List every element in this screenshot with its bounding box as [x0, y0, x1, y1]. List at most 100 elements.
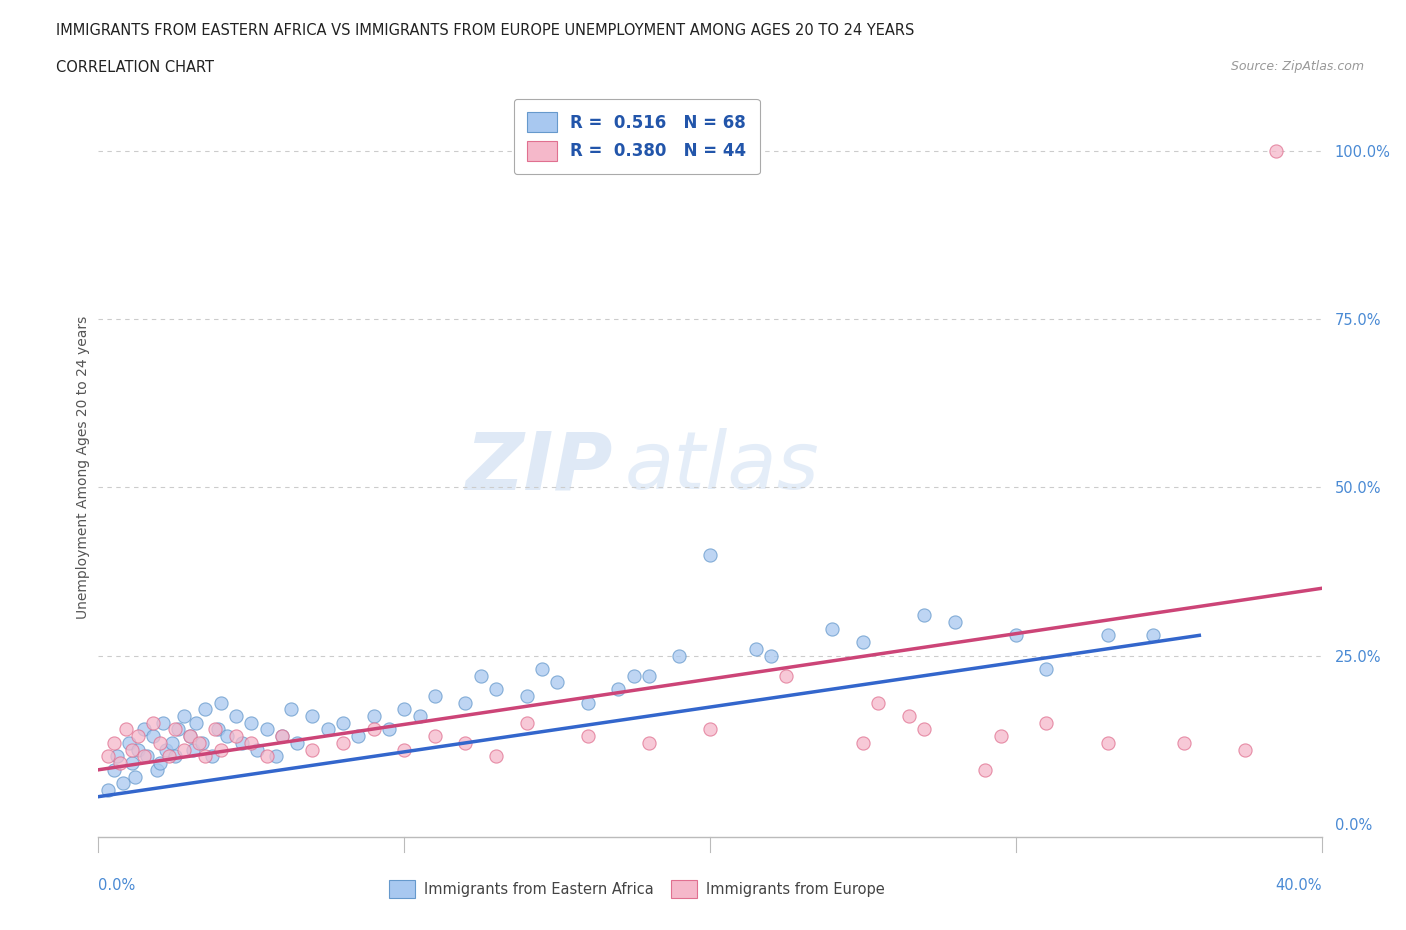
Text: 0.0%: 0.0% [98, 878, 135, 893]
Point [191, 736, 214, 751]
Point [485, 682, 508, 697]
Point [115, 722, 138, 737]
Point [990, 729, 1012, 744]
Point [134, 722, 156, 737]
Point [145, 763, 167, 777]
Point [821, 621, 844, 636]
Point [194, 749, 217, 764]
Point [392, 742, 416, 757]
Point [897, 709, 920, 724]
Point [200, 749, 222, 764]
Text: Source: ZipAtlas.com: Source: ZipAtlas.com [1230, 60, 1364, 73]
Point [347, 729, 370, 744]
Point [149, 755, 172, 770]
Point [194, 702, 217, 717]
Point [546, 675, 568, 690]
Point [392, 702, 416, 717]
Point [231, 736, 253, 751]
Point [316, 722, 339, 737]
Point [637, 736, 661, 751]
Point [160, 736, 183, 751]
Point [186, 715, 208, 730]
Point [576, 729, 599, 744]
Point [256, 749, 278, 764]
Point [127, 729, 149, 744]
Point [1035, 661, 1057, 676]
Point [97, 749, 120, 764]
Point [1035, 715, 1057, 730]
Point [246, 742, 269, 757]
Point [301, 742, 323, 757]
Point [1173, 736, 1195, 751]
Point [761, 648, 783, 663]
Point [181, 742, 204, 757]
Point [209, 695, 232, 710]
Point [775, 669, 797, 684]
Text: atlas: atlas [624, 429, 820, 506]
Point [668, 648, 690, 663]
Point [121, 742, 143, 757]
Text: CORRELATION CHART: CORRELATION CHART [56, 60, 214, 75]
Point [124, 769, 146, 784]
Point [173, 742, 195, 757]
Point [485, 749, 508, 764]
Point [167, 722, 190, 737]
Point [215, 729, 238, 744]
Point [1097, 628, 1119, 643]
Point [285, 736, 308, 751]
Point [134, 749, 156, 764]
Point [149, 736, 172, 751]
Point [1097, 736, 1119, 751]
Point [209, 742, 232, 757]
Point [256, 722, 278, 737]
Point [912, 722, 935, 737]
Point [454, 736, 477, 751]
Point [280, 702, 302, 717]
Point [623, 669, 645, 684]
Point [225, 729, 247, 744]
Point [1264, 144, 1286, 159]
Point [1004, 628, 1026, 643]
Point [270, 729, 294, 744]
Point [363, 722, 385, 737]
Point [943, 615, 966, 630]
Text: ZIP: ZIP [465, 429, 612, 506]
Point [108, 755, 131, 770]
Point [1142, 628, 1164, 643]
Point [301, 709, 323, 724]
Point [121, 755, 143, 770]
Point [852, 736, 875, 751]
Point [127, 742, 149, 757]
Point [142, 715, 165, 730]
Point [157, 749, 180, 764]
Point [699, 547, 721, 562]
Point [516, 688, 538, 703]
Point [576, 695, 599, 710]
Point [97, 782, 120, 797]
Point [207, 722, 229, 737]
Point [225, 709, 247, 724]
Point [378, 722, 401, 737]
Point [868, 695, 890, 710]
Point [179, 729, 201, 744]
Point [699, 722, 721, 737]
Point [118, 736, 141, 751]
Point [111, 776, 134, 790]
Y-axis label: Unemployment Among Ages 20 to 24 years: Unemployment Among Ages 20 to 24 years [76, 315, 90, 619]
Point [240, 715, 263, 730]
Legend: Immigrants from Eastern Africa, Immigrants from Europe: Immigrants from Eastern Africa, Immigran… [382, 874, 890, 904]
Point [152, 715, 174, 730]
Point [240, 736, 263, 751]
Point [745, 642, 768, 657]
Point [163, 749, 186, 764]
Point [530, 661, 553, 676]
Point [607, 682, 630, 697]
Text: IMMIGRANTS FROM EASTERN AFRICA VS IMMIGRANTS FROM EUROPE UNEMPLOYMENT AMONG AGES: IMMIGRANTS FROM EASTERN AFRICA VS IMMIGR… [56, 23, 915, 38]
Point [155, 742, 177, 757]
Point [103, 763, 125, 777]
Point [173, 709, 195, 724]
Point [470, 669, 492, 684]
Point [332, 736, 354, 751]
Point [852, 634, 875, 649]
Point [179, 729, 201, 744]
